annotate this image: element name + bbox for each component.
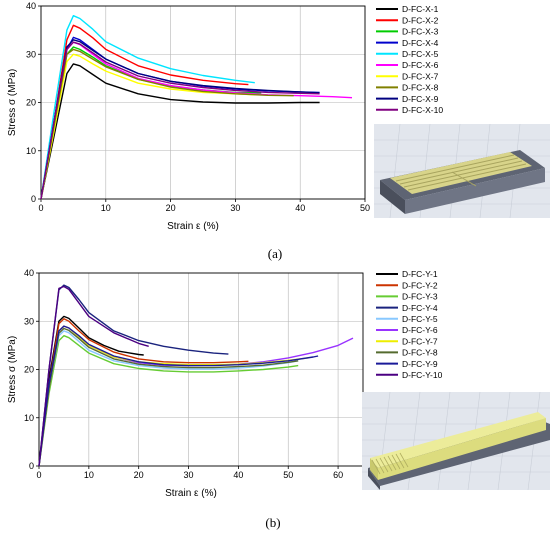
legend-label: D-FC-X-10	[402, 105, 443, 115]
series-line-a-10	[40, 41, 320, 200]
specimen-render-b	[362, 391, 550, 491]
series-line-a-9	[40, 39, 320, 200]
y-tick-label: 0	[29, 461, 34, 471]
legend-label: D-FC-Y-5	[402, 314, 438, 324]
chart-panel-a: 0 10 20 30 40 50 0 10 20 30 40 Strain ε (%) Stress σ…	[7, 1, 443, 232]
caption-b: (b)	[265, 515, 280, 530]
y-tick-label: 20	[24, 365, 34, 375]
x-tick-label: 50	[283, 470, 293, 480]
legend-label: D-FC-X-2	[402, 15, 439, 25]
x-tick-label: 10	[101, 203, 111, 213]
legend-label: D-FC-X-3	[402, 27, 439, 37]
x-tick-label: 0	[38, 203, 43, 213]
series-line-b-4	[38, 284, 229, 467]
legend-label: D-FC-X-6	[402, 60, 439, 70]
x-tick-label: 40	[295, 203, 305, 213]
series-line-a-6	[40, 41, 353, 200]
series-line-a-2	[40, 24, 249, 200]
series-line-b-10	[38, 285, 149, 467]
legend-label: D-FC-X-7	[402, 71, 439, 81]
legend-label: D-FC-Y-7	[402, 336, 438, 346]
x-tick-label: 20	[166, 203, 176, 213]
legend-label: D-FC-Y-9	[402, 359, 438, 369]
y-axis-label: Stress σ (MPa)	[7, 69, 18, 136]
series-line-a-1	[40, 63, 320, 200]
x-axis-label: Strain ε (%)	[167, 221, 219, 232]
legend-label: D-FC-Y-3	[402, 292, 438, 302]
series-line-a-5	[40, 14, 255, 200]
caption-a: (a)	[268, 246, 282, 261]
x-tick-label: 40	[233, 470, 243, 480]
x-tick-label: 10	[84, 470, 94, 480]
x-tick-label: 0	[36, 470, 41, 480]
legend-label: D-FC-X-9	[402, 94, 439, 104]
y-tick-label: 40	[24, 268, 34, 278]
series-line-b-7	[38, 325, 309, 467]
legend-label: D-FC-Y-6	[402, 325, 438, 335]
y-tick-label: 40	[26, 1, 36, 11]
y-tick-label: 30	[26, 49, 36, 59]
chart-panel-b: 0 10 20 30 40 50 60 0 10 20 30 40 Strain ε (%) Stress…	[7, 268, 443, 499]
legend-label: D-FC-X-8	[402, 83, 439, 93]
legend-label: D-FC-X-5	[402, 49, 439, 59]
x-axis-label: Strain ε (%)	[165, 488, 217, 499]
series-line-a-7	[40, 53, 255, 200]
y-tick-label: 20	[26, 98, 36, 108]
x-tick-label: 20	[134, 470, 144, 480]
y-tick-label: 0	[31, 194, 36, 204]
x-tick-label: 30	[184, 470, 194, 480]
y-axis-label: Stress σ (MPa)	[7, 336, 18, 403]
legend-label: D-FC-X-4	[402, 38, 439, 48]
y-tick-label: 30	[24, 316, 34, 326]
series-line-b-3	[38, 335, 299, 467]
series-line-b-9	[38, 325, 319, 467]
x-tick-label: 50	[360, 203, 370, 213]
x-tick-label: 60	[333, 470, 343, 480]
legend-label: D-FC-X-1	[402, 4, 439, 14]
series-line-b-2	[38, 318, 249, 467]
series-line-a-4	[40, 36, 320, 200]
series-line-b-8	[38, 327, 299, 467]
specimen-render-a	[374, 123, 550, 219]
y-tick-label: 10	[24, 413, 34, 423]
series-line-b-5	[38, 330, 299, 467]
legend-label: D-FC-Y-2	[402, 280, 438, 290]
legend-label: D-FC-Y-4	[402, 303, 438, 313]
series-line-a-8	[40, 48, 294, 200]
legend-label: D-FC-Y-8	[402, 348, 438, 358]
y-tick-label: 10	[26, 146, 36, 156]
legend-label: D-FC-Y-1	[402, 269, 438, 279]
legend-label: D-FC-Y-10	[402, 370, 443, 380]
x-tick-label: 30	[230, 203, 240, 213]
